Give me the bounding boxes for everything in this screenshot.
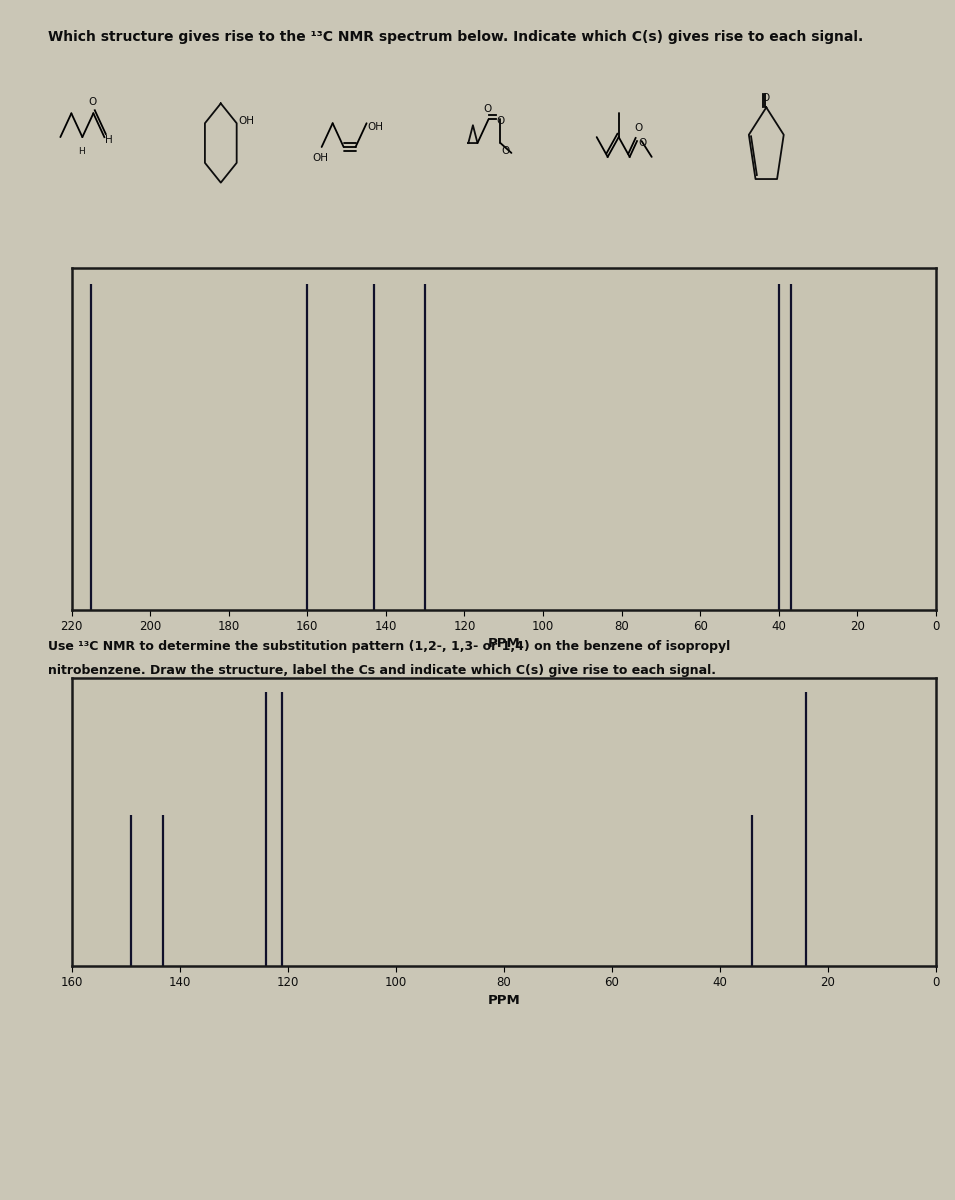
- Text: Which structure gives rise to the ¹³C NMR spectrum below. Indicate which C(s) gi: Which structure gives rise to the ¹³C NM…: [48, 30, 863, 44]
- Text: O: O: [761, 94, 770, 103]
- Text: O: O: [634, 124, 643, 133]
- Text: OH: OH: [368, 122, 384, 132]
- Text: O: O: [638, 138, 647, 148]
- Text: nitrobenzene. Draw the structure, label the Cs and indicate which C(s) give rise: nitrobenzene. Draw the structure, label …: [48, 664, 715, 677]
- X-axis label: PPM: PPM: [487, 994, 520, 1007]
- Text: Use ¹³C NMR to determine the substitution pattern (1,2-, 1,3- or 1,4) on the ben: Use ¹³C NMR to determine the substitutio…: [48, 640, 730, 653]
- Text: O: O: [88, 97, 96, 108]
- Text: O: O: [483, 104, 492, 114]
- Text: OH: OH: [239, 116, 255, 126]
- Text: H: H: [78, 146, 85, 156]
- X-axis label: PPM: PPM: [487, 637, 520, 650]
- Text: O: O: [497, 116, 504, 126]
- Text: O: O: [500, 146, 509, 156]
- Text: OH: OH: [312, 152, 329, 163]
- Text: H: H: [105, 136, 113, 145]
